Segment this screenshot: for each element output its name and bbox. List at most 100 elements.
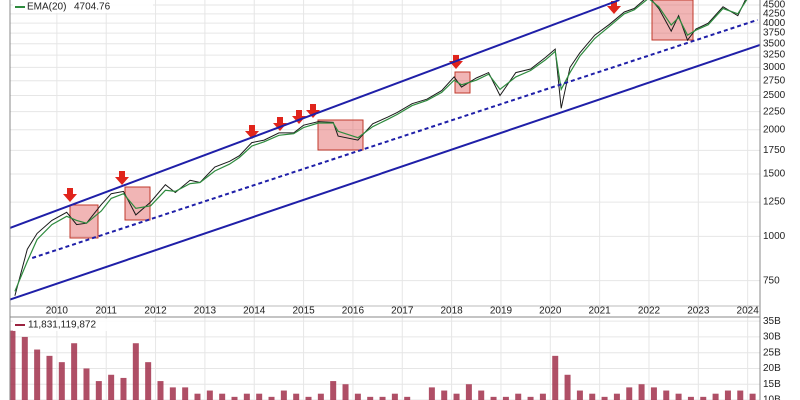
arrow <box>63 188 77 202</box>
arrow <box>607 1 621 14</box>
volume-legend: 11,831,119,872 <box>13 319 153 331</box>
y-tick-label: 35B <box>763 316 781 327</box>
x-tick-label: 2016 <box>342 306 365 317</box>
volume-bar <box>108 374 115 400</box>
y-tick-label: 2750 <box>763 75 786 86</box>
x-tick-label: 2021 <box>589 306 612 317</box>
volume-bar <box>9 330 16 400</box>
volume-bar <box>490 396 497 400</box>
y-tick-label: 15B <box>763 379 781 390</box>
volume-bar <box>441 390 448 400</box>
volume-bar <box>749 393 756 400</box>
x-tick-label: 2010 <box>46 306 69 317</box>
x-tick-label: 2012 <box>144 306 167 317</box>
x-tick-label: 2023 <box>687 306 710 317</box>
volume-bar <box>724 390 731 400</box>
legend-bg <box>13 1 153 13</box>
volume-bar <box>675 393 682 400</box>
volume-bar <box>132 343 139 400</box>
volume-bar <box>613 393 620 400</box>
volume-bar <box>453 393 460 400</box>
volume-bar <box>552 355 559 400</box>
volume-bar <box>71 343 78 400</box>
legend-label: EMA(20) <box>27 2 66 13</box>
volume-bar <box>219 393 226 400</box>
volume-bar <box>404 396 411 400</box>
volume-bar <box>379 396 386 400</box>
volume-bar <box>293 393 300 400</box>
y-tick-label: 3750 <box>763 28 786 39</box>
volume-bar <box>280 390 287 400</box>
y-tick-label: 2250 <box>763 106 786 117</box>
x-tick-label: 2014 <box>243 306 266 317</box>
volume-bar <box>626 387 633 400</box>
volume-bar <box>515 393 522 400</box>
y-tick-label: 30B <box>763 332 781 343</box>
arrow <box>115 171 129 185</box>
volume-bar <box>527 396 534 400</box>
x-tick-label: 2015 <box>292 306 315 317</box>
volume-bar <box>317 393 324 400</box>
y-tick-label: 10B <box>763 395 781 400</box>
volume-bar <box>638 384 645 400</box>
price-line <box>14 0 746 296</box>
x-tick-label: 2020 <box>539 306 562 317</box>
volume-bar <box>46 355 53 400</box>
highlight-box <box>317 119 364 151</box>
y-tick-label: 1250 <box>763 197 786 208</box>
volume-bar <box>95 381 102 400</box>
legend-bg <box>13 319 153 331</box>
volume-bar <box>589 393 596 400</box>
volume-bar <box>354 393 361 400</box>
volume-bar <box>182 387 189 400</box>
y-tick-label: 3250 <box>763 50 786 61</box>
y-tick-label: 1000 <box>763 231 786 242</box>
volume-bar <box>663 390 670 400</box>
volume-bar <box>169 387 176 400</box>
trendline <box>9 0 620 229</box>
x-tick-label: 2017 <box>391 306 414 317</box>
x-tick-label: 2018 <box>440 306 463 317</box>
y-tick-label: 4250 <box>763 8 786 19</box>
volume-bar <box>650 387 657 400</box>
volume-bar <box>268 396 275 400</box>
volume-bar <box>564 374 571 400</box>
y-tick-label: 3500 <box>763 38 786 49</box>
x-tick-label: 2011 <box>95 306 117 317</box>
volume-bar <box>687 396 694 400</box>
volume-bar <box>465 384 472 400</box>
ema-line <box>14 0 748 292</box>
volume-bar <box>478 390 485 400</box>
volume-bar <box>601 396 608 400</box>
volume-bar <box>391 393 398 400</box>
y-tick-label: 25B <box>763 347 781 358</box>
trendline <box>9 43 761 301</box>
x-tick-label: 2022 <box>638 306 661 317</box>
volume-bar <box>243 393 250 400</box>
volume-bar <box>231 396 238 400</box>
legend-value: 11,831,119,872 <box>28 320 96 331</box>
volume-bar <box>539 393 546 400</box>
volume-bar <box>83 368 90 400</box>
volume-bar <box>120 377 127 400</box>
y-tick-label: 20B <box>763 363 781 374</box>
x-tick-label: 2019 <box>490 306 513 317</box>
y-tick-label: 2500 <box>763 90 786 101</box>
volume-bar <box>157 381 164 400</box>
volume-bar <box>145 362 152 400</box>
volume-bar <box>194 393 201 400</box>
volume-bar <box>330 381 337 400</box>
highlight-box <box>124 186 151 221</box>
y-tick-label: 4500 <box>763 0 786 11</box>
y-tick-label: 750 <box>763 275 780 286</box>
volume-bar <box>256 393 263 400</box>
volume-bar <box>305 396 312 400</box>
arrow <box>306 104 320 118</box>
volume-bar <box>206 390 213 400</box>
volume-bar <box>367 396 374 400</box>
arrow <box>273 117 287 131</box>
y-tick-label: 1500 <box>763 169 786 180</box>
y-tick-label: 1750 <box>763 145 786 156</box>
